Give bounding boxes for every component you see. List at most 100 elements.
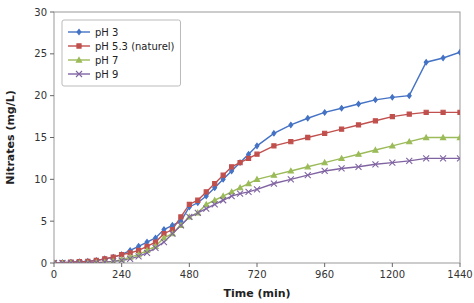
data-point: [254, 186, 260, 192]
y-tick: [50, 95, 54, 96]
data-point: [407, 139, 412, 144]
data-point: [212, 201, 218, 207]
data-point: [111, 259, 116, 263]
data-point: [68, 260, 73, 263]
data-point: [119, 257, 125, 263]
y-tick: [50, 221, 54, 222]
data-point: [390, 115, 394, 119]
data-point: [306, 116, 310, 121]
data-point: [102, 260, 107, 263]
x-tick: [460, 263, 461, 267]
series-line: [54, 138, 460, 264]
data-point: [390, 95, 394, 100]
data-point: [424, 135, 429, 140]
data-point: [407, 112, 411, 116]
data-point: [424, 110, 428, 114]
data-point: [212, 198, 217, 203]
x-tick-label: 0: [51, 269, 57, 280]
data-point: [68, 260, 74, 263]
data-point: [85, 260, 91, 263]
data-point: [424, 60, 428, 65]
series-line: [54, 158, 460, 263]
data-point: [356, 164, 362, 170]
data-point: [246, 189, 252, 195]
data-point: [373, 97, 377, 102]
data-point: [54, 261, 56, 263]
x-tick-label: 1440: [447, 269, 472, 280]
data-point: [85, 260, 90, 263]
y-tick: [50, 12, 54, 13]
data-point: [271, 181, 277, 187]
data-point: [323, 131, 327, 135]
data-point: [389, 160, 395, 166]
data-point: [458, 50, 460, 55]
data-point: [271, 173, 276, 178]
y-tick-label: 10: [34, 174, 47, 185]
data-point: [94, 260, 99, 263]
data-point: [406, 158, 412, 164]
data-point: [441, 110, 445, 114]
data-point: [59, 260, 65, 263]
data-point: [323, 110, 327, 115]
chart: 024048072096012001440051015202530Time (m…: [0, 0, 474, 303]
data-point: [390, 143, 395, 148]
data-point: [213, 181, 217, 185]
data-point: [196, 198, 200, 202]
data-point: [356, 152, 361, 157]
data-point: [288, 176, 294, 182]
data-point: [254, 177, 259, 182]
data-point: [144, 250, 150, 256]
data-point: [179, 215, 183, 219]
data-point: [339, 156, 344, 161]
legend-marker: [77, 29, 81, 34]
data-point: [204, 190, 208, 194]
y-tick-label: 5: [41, 216, 47, 227]
data-point: [102, 259, 108, 263]
data-point: [54, 260, 57, 263]
y-tick: [50, 137, 54, 138]
legend-marker: [77, 44, 81, 48]
data-point: [440, 135, 445, 140]
data-point: [136, 253, 142, 259]
x-tick: [121, 263, 122, 267]
data-point: [458, 110, 460, 114]
legend-label: pH 7: [95, 55, 118, 66]
data-point: [229, 189, 234, 194]
y-tick: [50, 53, 54, 54]
data-point: [170, 231, 175, 236]
data-point: [178, 223, 183, 228]
data-point: [255, 143, 259, 148]
data-point: [373, 147, 378, 152]
x-axis-label: Time (min): [223, 287, 290, 300]
data-point: [305, 164, 310, 169]
data-point: [339, 165, 345, 171]
plot-frame: [54, 12, 460, 263]
x-tick: [257, 263, 258, 267]
data-point: [203, 206, 209, 212]
data-point: [229, 193, 235, 199]
data-point: [186, 214, 192, 220]
data-point: [340, 127, 344, 131]
data-point: [230, 165, 234, 169]
data-point: [357, 101, 361, 106]
data-point: [237, 185, 242, 190]
legend-label: pH 9: [95, 69, 118, 80]
y-tick-label: 25: [34, 48, 47, 59]
x-tick: [392, 263, 393, 267]
data-point: [195, 210, 200, 215]
data-point: [255, 152, 259, 156]
data-point: [289, 140, 293, 144]
x-tick: [54, 263, 55, 267]
y-tick-label: 15: [34, 132, 47, 143]
data-point: [272, 144, 276, 148]
x-tick: [324, 263, 325, 267]
legend-marker: [76, 71, 82, 77]
x-tick-label: 480: [180, 269, 199, 280]
x-tick-label: 960: [315, 269, 334, 280]
data-point: [204, 202, 209, 207]
y-tick: [50, 179, 54, 180]
data-point: [457, 155, 460, 161]
data-point: [54, 260, 57, 263]
y-axis-label: Nitrates (mg/L): [4, 90, 17, 185]
data-point: [237, 191, 243, 197]
